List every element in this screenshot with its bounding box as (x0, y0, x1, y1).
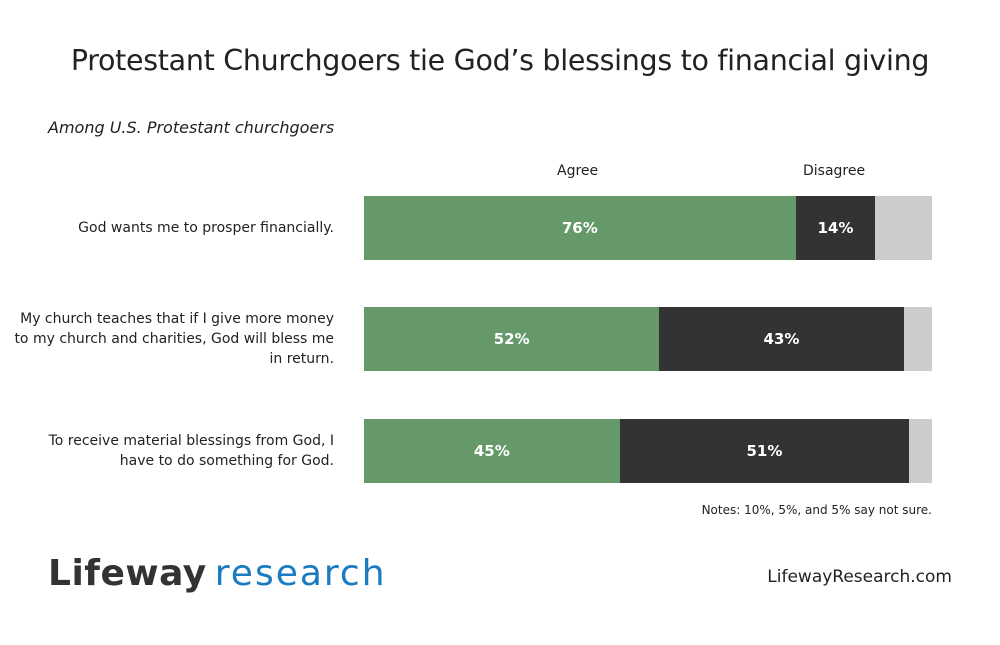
data-label: 76% (561, 219, 598, 237)
chart-notes: Notes: 10%, 5%, and 5% say not sure. (701, 503, 932, 517)
legend-agree: Agree (557, 163, 599, 179)
category-label: To receive material blessings from God, … (48, 433, 334, 469)
bar-not-sure (903, 307, 932, 371)
website-url: LifewayResearch.com (767, 567, 952, 587)
bar-not-sure (875, 196, 932, 260)
bar-row: 45% 51% (364, 419, 932, 483)
category-label: My church teaches that if I give more mo… (14, 311, 334, 367)
category-label: God wants me to prosper financially. (78, 220, 334, 236)
bar-agree: 52% (364, 307, 660, 371)
bar-disagree: 51% (619, 419, 910, 483)
chart-subtitle: Among U.S. Protestant churchgoers (48, 118, 335, 137)
bar-row: 52% 43% (364, 307, 932, 371)
lifeway-research-logo: Lifeway research (48, 553, 387, 594)
bar-disagree: 14% (795, 196, 876, 260)
bar-not-sure (909, 419, 932, 483)
data-label: 43% (763, 330, 800, 348)
bar-disagree: 43% (659, 307, 904, 371)
bar-row: 76% 14% (364, 196, 932, 260)
data-label: 52% (493, 330, 530, 348)
data-label: 14% (817, 219, 854, 237)
bar-agree: 45% (364, 419, 620, 483)
data-label: 45% (473, 442, 510, 460)
bar-agree: 76% (364, 196, 796, 260)
data-label: 51% (746, 442, 783, 460)
legend-disagree: Disagree (803, 163, 866, 179)
chart-title: Protestant Churchgoers tie God’s blessin… (70, 44, 930, 77)
